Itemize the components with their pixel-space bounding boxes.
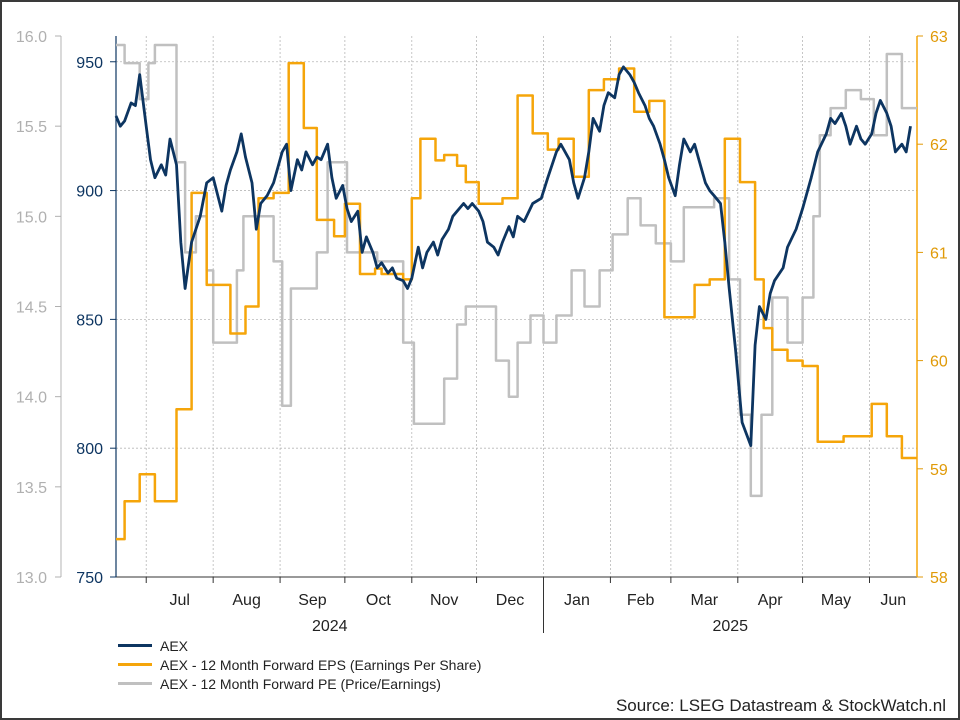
x-tick-label: Feb [627, 592, 655, 609]
pe-axis-tick-label: 14.5 [16, 300, 47, 317]
x-year-label: 2024 [312, 618, 348, 635]
legend-item-eps: AEX - 12 Month Forward EPS (Earnings Per… [118, 655, 481, 674]
eps-axis-tick-label: 62 [930, 137, 948, 154]
x-year-label: 2025 [712, 618, 748, 635]
legend-swatch-pe [118, 682, 152, 685]
aex-axis-tick-label: 800 [76, 441, 103, 458]
aex-axis-tick-label: 750 [76, 570, 103, 587]
legend-swatch-eps [118, 663, 152, 666]
x-tick-label: Jun [880, 592, 906, 609]
pe-axis-tick-label: 15.5 [16, 119, 47, 136]
legend-label-aex: AEX [160, 637, 189, 654]
x-tick-label: Jul [169, 592, 189, 609]
pe-axis-tick-label: 14.0 [16, 390, 47, 407]
aex-series-line [114, 65, 912, 447]
aex-axis-tick-label: 900 [76, 184, 103, 201]
x-tick-label: Apr [758, 592, 784, 609]
aex-axis-tick-label: 850 [76, 312, 103, 329]
x-tick-label: May [821, 592, 851, 609]
legend-item-pe: AEX - 12 Month Forward PE (Price/Earning… [118, 674, 481, 693]
eps-axis-tick-label: 61 [930, 245, 948, 262]
eps-axis-tick-label: 59 [930, 462, 948, 479]
pe-axis-tick-label: 15.0 [16, 209, 47, 226]
x-tick-label: Sep [298, 592, 327, 609]
pe-axis-tick-label: 16.0 [16, 29, 47, 46]
pe-axis-tick-label: 13.5 [16, 480, 47, 497]
eps-axis-tick-label: 58 [930, 570, 948, 587]
x-tick-label: Jan [564, 592, 590, 609]
legend: AEX AEX - 12 Month Forward EPS (Earnings… [118, 636, 481, 693]
x-tick-label: Aug [232, 592, 260, 609]
eps-axis-tick-label: 60 [930, 354, 948, 371]
legend-label-eps: AEX - 12 Month Forward EPS (Earnings Per… [160, 656, 482, 673]
x-tick-label: Oct [366, 592, 391, 609]
pe-axis-tick-label: 13.0 [16, 570, 47, 587]
x-tick-label: Mar [691, 592, 719, 609]
legend-item-aex: AEX [118, 636, 481, 655]
pe-series-line [116, 43, 917, 498]
eps-series-line [116, 61, 917, 541]
legend-swatch-aex [118, 644, 152, 647]
legend-label-pe: AEX - 12 Month Forward PE (Price/Earning… [160, 675, 441, 692]
eps-axis-tick-label: 63 [930, 29, 948, 46]
aex-axis-tick-label: 950 [76, 55, 103, 72]
source-note: Source: LSEG Datastream & StockWatch.nl [615, 696, 946, 715]
x-tick-label: Nov [430, 592, 458, 609]
x-tick-label: Dec [496, 592, 524, 609]
